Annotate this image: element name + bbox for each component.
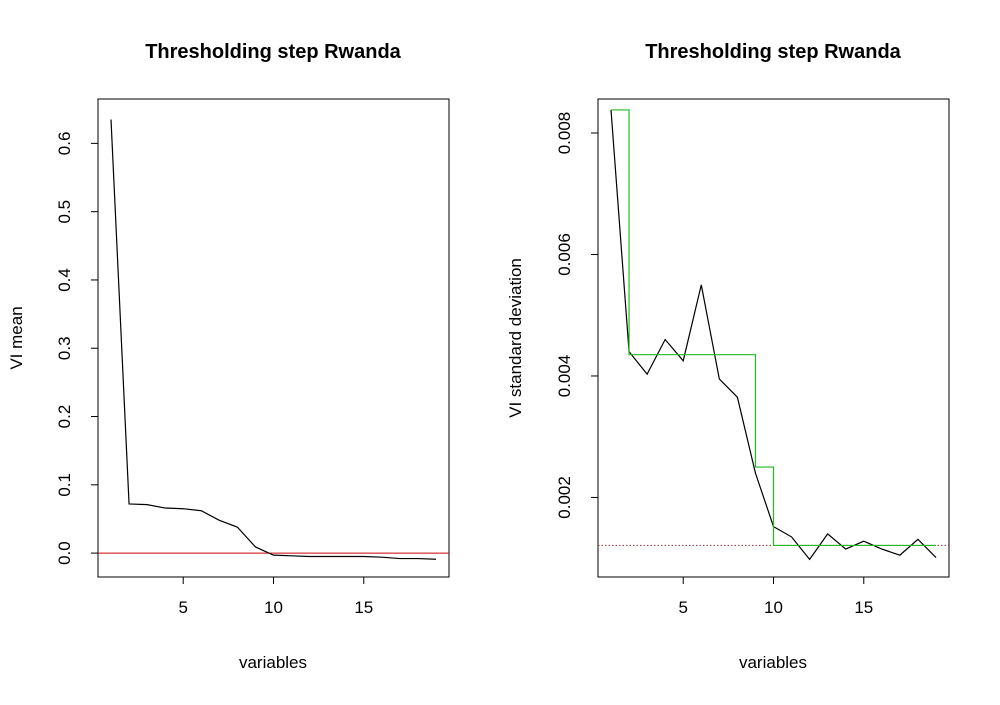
y-tick-label: 0.2	[55, 405, 74, 429]
y-axis-label-right: VI standard deviation	[506, 258, 525, 418]
x-tick-label: 5	[678, 598, 687, 617]
y-tick-label: 0.4	[55, 268, 74, 292]
y-tick-label: 0.1	[55, 473, 74, 497]
chart-title-left: Thresholding step Rwanda	[145, 41, 401, 63]
x-axis-label-right: variables	[739, 653, 807, 672]
y-tick-label: 0.6	[55, 132, 74, 156]
x-tick-label: 15	[854, 598, 873, 617]
y-tick-label: 0.006	[555, 233, 574, 276]
x-tick-label: 5	[178, 598, 187, 617]
x-axis-label-left: variables	[239, 653, 307, 672]
x-tick-label: 15	[354, 598, 373, 617]
chart-title-right: Thresholding step Rwanda	[645, 41, 901, 63]
panel-vi-mean: Thresholding step Rwanda variables VI me…	[7, 41, 450, 672]
y-axis-label-left: VI mean	[7, 306, 26, 369]
x-tick-label: 10	[264, 598, 283, 617]
y-tick-label: 0.002	[555, 476, 574, 519]
y-tick-label: 0.3	[55, 336, 74, 360]
y-tick-label: 0.008	[555, 112, 574, 155]
series-line	[110, 119, 437, 560]
panel-vi-sd: Thresholding step Rwanda variables VI st…	[506, 41, 950, 672]
y-tick-label: 0.004	[555, 355, 574, 398]
y-tick-label: 0.5	[55, 200, 74, 224]
x-tick-label: 10	[764, 598, 783, 617]
y-tick-label: 0.0	[55, 541, 74, 565]
step-series-line	[611, 109, 936, 547]
